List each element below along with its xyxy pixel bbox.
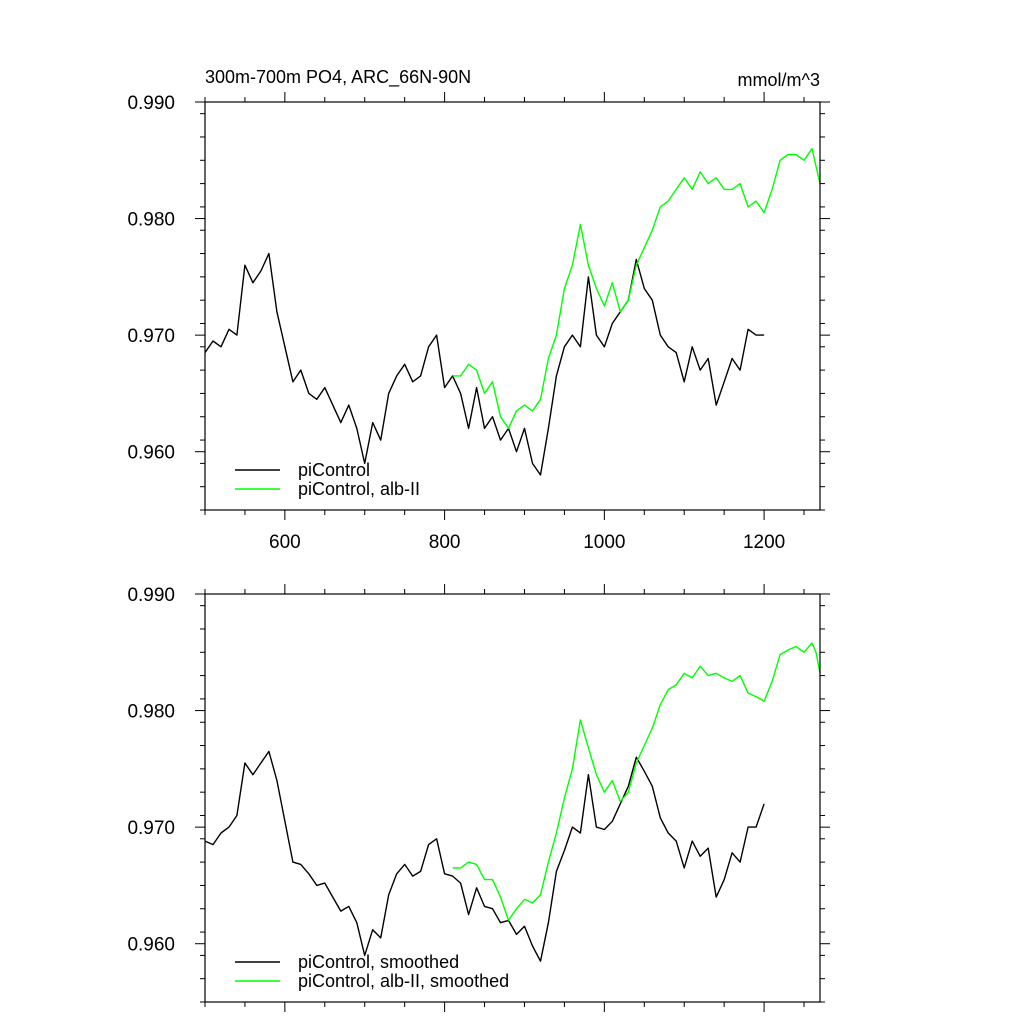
- y-tick-label: 0.980: [127, 210, 175, 231]
- y-tick-label: 0.960: [127, 443, 175, 464]
- x-tick-label: 1000: [583, 532, 625, 553]
- y-tick-label: 0.970: [127, 326, 175, 347]
- plot-frame: [204, 101, 821, 511]
- series-line-1: [452, 147, 821, 430]
- series-group: [204, 147, 821, 476]
- x-tick-label: 600: [269, 532, 301, 553]
- y-tick-label: 0.990: [127, 93, 175, 114]
- x-tick-label: 800: [429, 532, 461, 553]
- y-tick-label: 0.970: [127, 818, 175, 839]
- legend-label-1: piControl, alb-II, smoothed: [298, 971, 509, 991]
- axis-ticks: 0.960 0.970 0.980 0.990: [127, 584, 830, 1012]
- x-tick-label: 1200: [743, 532, 785, 553]
- series-line-0: [204, 252, 765, 476]
- legend-label-1: piControl, alb-II: [298, 479, 420, 499]
- axis-ticks: 600 800 1000 1200 0.960 0.970 0.980 0.990: [127, 92, 830, 553]
- chart-title: 300m-700m PO4, ARC_66N-90N: [205, 67, 471, 88]
- top-panel: 300m-700m PO4, ARC_66N-90N mmol/m^3 600 8…: [127, 67, 830, 553]
- bottom-panel: 0.960 0.970 0.980 0.990 piControl, smoothed…: [127, 584, 830, 1012]
- series-group: [204, 642, 821, 962]
- series-line-0: [204, 750, 765, 962]
- plot-frame: [204, 593, 821, 1003]
- units-label: mmol/m^3: [738, 70, 820, 90]
- y-tick-label: 0.980: [127, 702, 175, 723]
- legend-label-0: piControl, smoothed: [298, 952, 459, 972]
- series-line-1: [452, 642, 821, 922]
- legend-label-0: piControl: [298, 460, 370, 480]
- y-tick-label: 0.990: [127, 585, 175, 606]
- y-tick-label: 0.960: [127, 935, 175, 956]
